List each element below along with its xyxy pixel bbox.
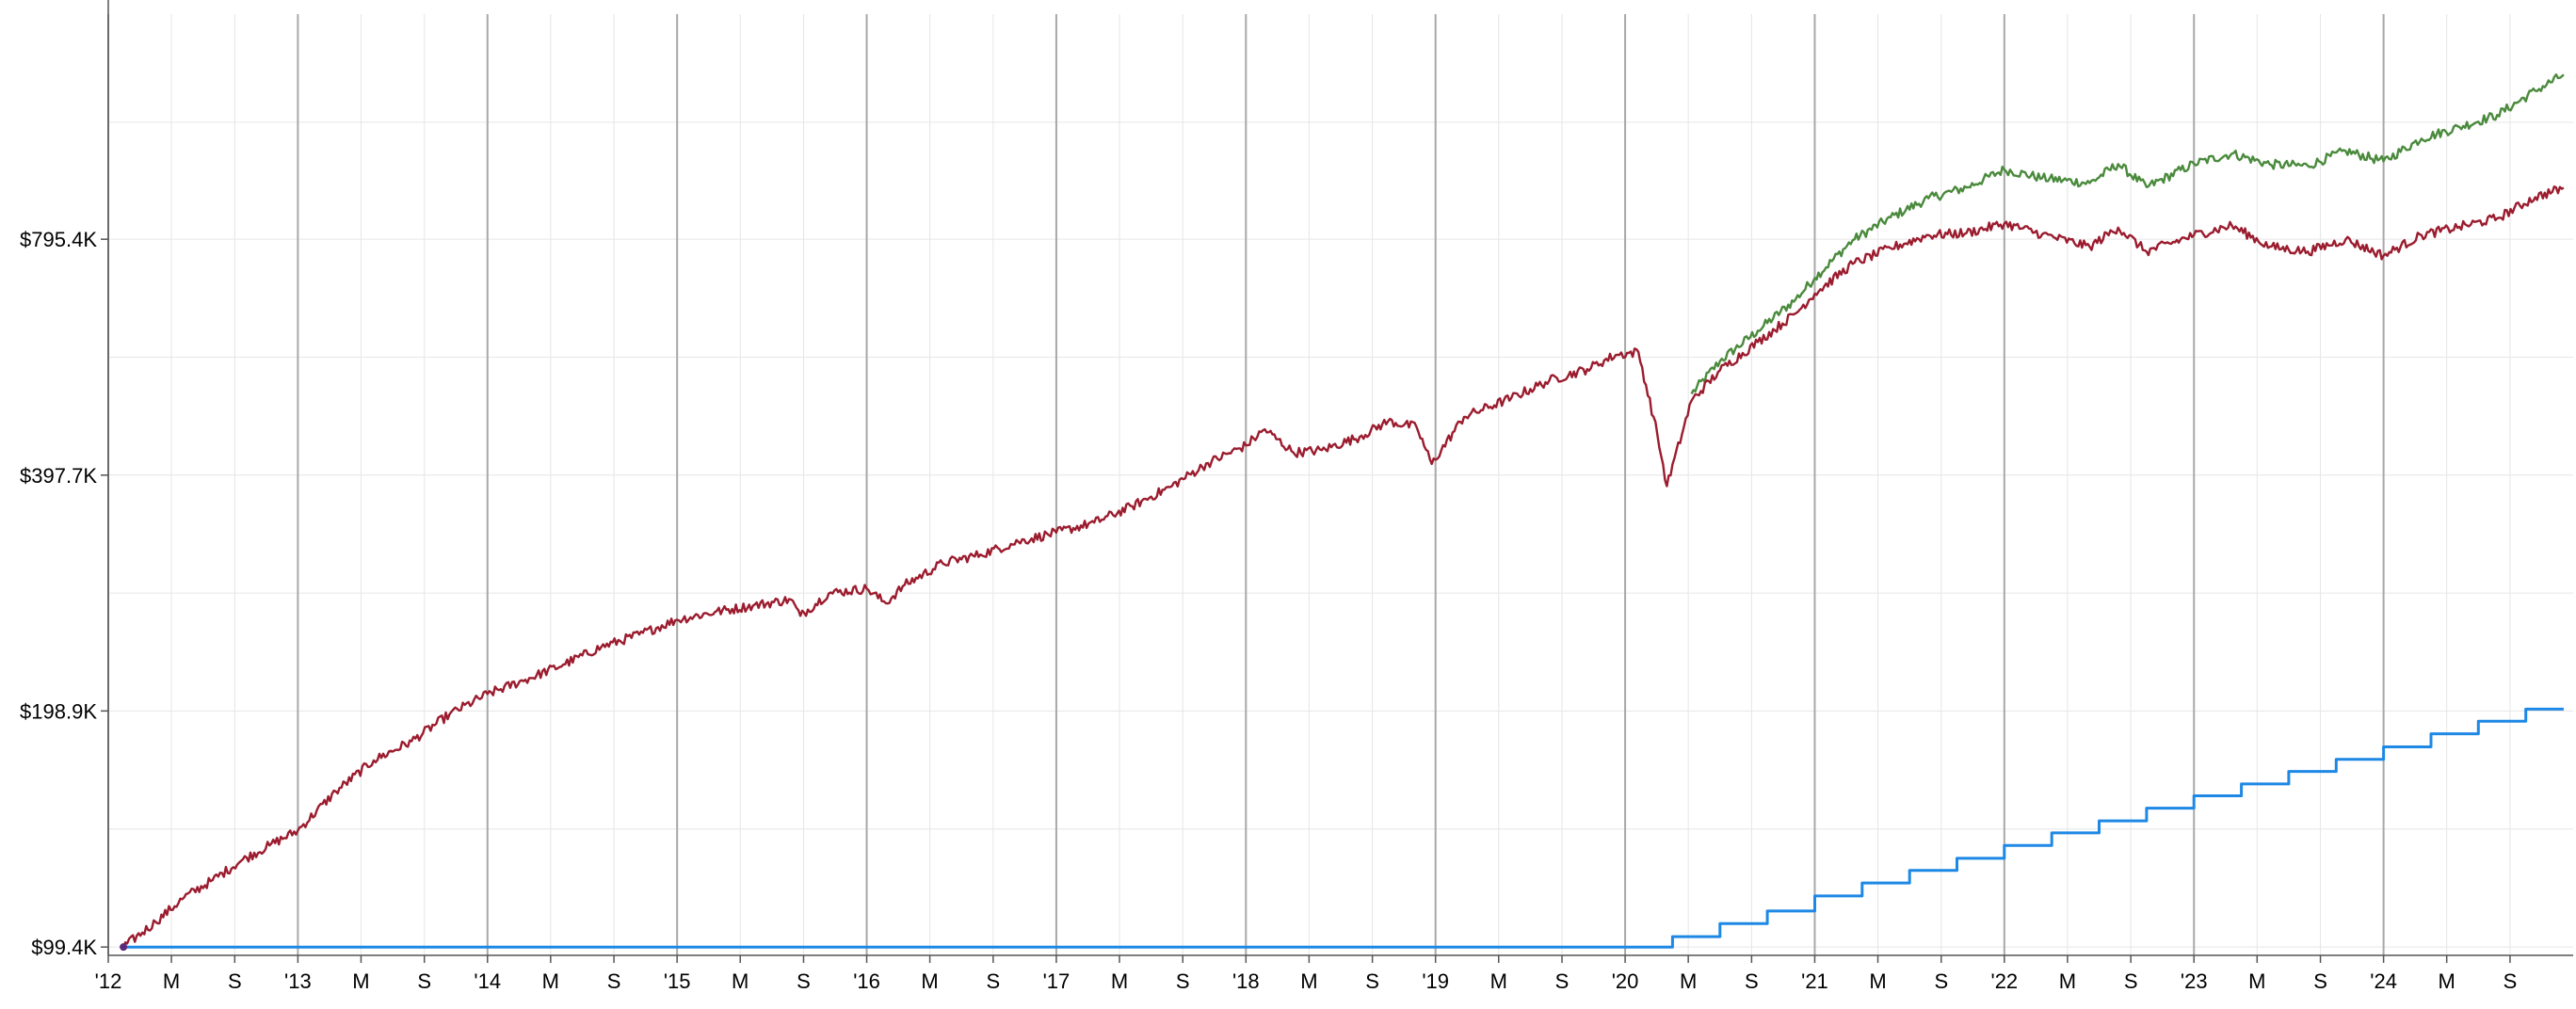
series-line-1 [1690, 73, 2565, 394]
x-tick-label: M [1111, 969, 1128, 993]
x-tick-label: '20 [1612, 969, 1639, 993]
x-tick-label: M [732, 969, 749, 993]
tick-labels: $99.4K $198.9K $397.7K $795.4K '12 M S '13 M S '14… [20, 228, 2517, 993]
x-tick-label: S [1365, 969, 1379, 993]
x-tick-label: S [2504, 969, 2518, 993]
x-tick-label: '13 [284, 969, 312, 993]
x-tick-label: '23 [2181, 969, 2208, 993]
x-tick-label: '16 [853, 969, 880, 993]
x-tick-label: S [1934, 969, 1948, 993]
grid [107, 14, 2573, 955]
x-tick-label: M [1869, 969, 1886, 993]
x-tick-label: '15 [664, 969, 691, 993]
x-tick-label: S [987, 969, 1001, 993]
y-tick-label: $795.4K [20, 228, 97, 251]
x-tick-label: M [2439, 969, 2455, 993]
y-tick-label: $198.9K [20, 699, 97, 723]
x-tick-label: S [228, 969, 242, 993]
x-tick-label: S [1745, 969, 1759, 993]
x-tick-label: '12 [95, 969, 122, 993]
x-tick-label: M [1300, 969, 1317, 993]
y-tick-label: $397.7K [20, 464, 97, 488]
x-tick-label: '24 [2370, 969, 2397, 993]
start-point [120, 943, 128, 952]
x-tick-label: S [2313, 969, 2327, 993]
x-tick-label: '22 [1991, 969, 2019, 993]
x-tick-label: '18 [1232, 969, 1260, 993]
y-tick-label: $99.4K [31, 936, 97, 959]
x-tick-label: '17 [1043, 969, 1071, 993]
x-tick-label: S [1555, 969, 1570, 993]
series [120, 73, 2565, 952]
x-tick-label: M [352, 969, 369, 993]
x-tick-label: M [1490, 969, 1507, 993]
x-tick-label: S [607, 969, 621, 993]
x-tick-label: S [1176, 969, 1190, 993]
axes [101, 0, 2573, 963]
x-tick-label: M [542, 969, 559, 993]
x-tick-label: M [2248, 969, 2265, 993]
x-tick-label: '19 [1422, 969, 1449, 993]
x-tick-label: S [797, 969, 811, 993]
x-tick-label: M [2059, 969, 2076, 993]
x-tick-label: '14 [474, 969, 501, 993]
x-tick-label: M [1680, 969, 1697, 993]
x-tick-label: '21 [1801, 969, 1828, 993]
series-line-2 [123, 707, 2564, 949]
x-tick-label: S [417, 969, 431, 993]
x-tick-label: S [2124, 969, 2138, 993]
x-tick-label: M [921, 969, 938, 993]
x-tick-label: M [163, 969, 180, 993]
series-line-0 [121, 185, 2565, 948]
